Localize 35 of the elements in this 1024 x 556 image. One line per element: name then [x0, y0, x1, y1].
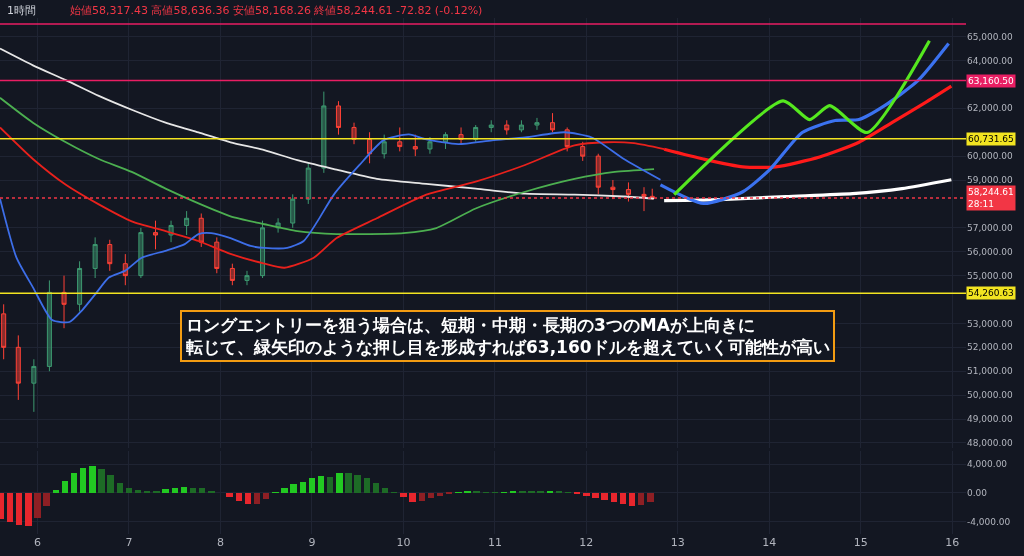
- ref-line-label: 54,260.63: [968, 288, 1014, 298]
- x-tick-label: 16: [945, 536, 960, 549]
- y-tick-label: 62,000.00: [967, 103, 1014, 114]
- y-tick-label: 65,000.00: [967, 31, 1014, 42]
- chart-title: 1時間: [7, 4, 36, 17]
- y-tick-label: 50,000.00: [967, 390, 1014, 401]
- y-tick-label: -4,000.00: [967, 516, 1011, 527]
- ref-line-label: 60,731.65: [968, 134, 1014, 144]
- ref-line-label: 63,160.50: [968, 76, 1015, 86]
- y-tick-label: 55,000.00: [967, 270, 1014, 281]
- chart-subtitle: 始値58,317.43 高値58,636.36 安値58,168.26 終値58,244.61 -72.82 (-0.12%): [70, 4, 483, 17]
- annotation: ロングエントリーを狙う場合は、短期・中期・長期の3つのMAが上向きに転じて、緑矢印のような押し目を形成すれば63,160ドルを超えていく可能性が高い: [185, 315, 830, 358]
- x-tick-label: 14: [762, 536, 777, 549]
- x-tick-label: 6: [34, 536, 42, 549]
- x-tick-label: 8: [216, 536, 224, 549]
- y-tick-label: 57,000.00: [967, 222, 1014, 233]
- x-tick-label: 11: [487, 536, 502, 549]
- y-tick-label: 59,000.00: [967, 175, 1014, 186]
- y-tick-label: 56,000.00: [967, 246, 1014, 257]
- y-tick-label: 51,000.00: [967, 366, 1014, 377]
- y-tick-label: 60,000.00: [967, 151, 1014, 162]
- x-tick-label: 13: [670, 536, 685, 549]
- y-tick-label: 53,000.00: [967, 318, 1014, 329]
- y-tick-label: 0.00: [967, 488, 988, 499]
- ref-line-label: 58,244.61 28:11: [968, 187, 1014, 209]
- y-tick-label: 48,000.00: [967, 438, 1014, 449]
- y-tick-label: 49,000.00: [967, 414, 1014, 425]
- x-tick-label: 7: [125, 536, 133, 549]
- x-tick-label: 10: [396, 536, 411, 549]
- x-tick-label: 15: [853, 536, 868, 549]
- y-tick-label: 52,000.00: [967, 342, 1014, 353]
- x-tick-label: 9: [308, 536, 316, 549]
- x-tick-label: 12: [579, 536, 594, 549]
- y-tick-label: 64,000.00: [967, 55, 1014, 66]
- y-tick-label: 4,000.00: [967, 459, 1008, 470]
